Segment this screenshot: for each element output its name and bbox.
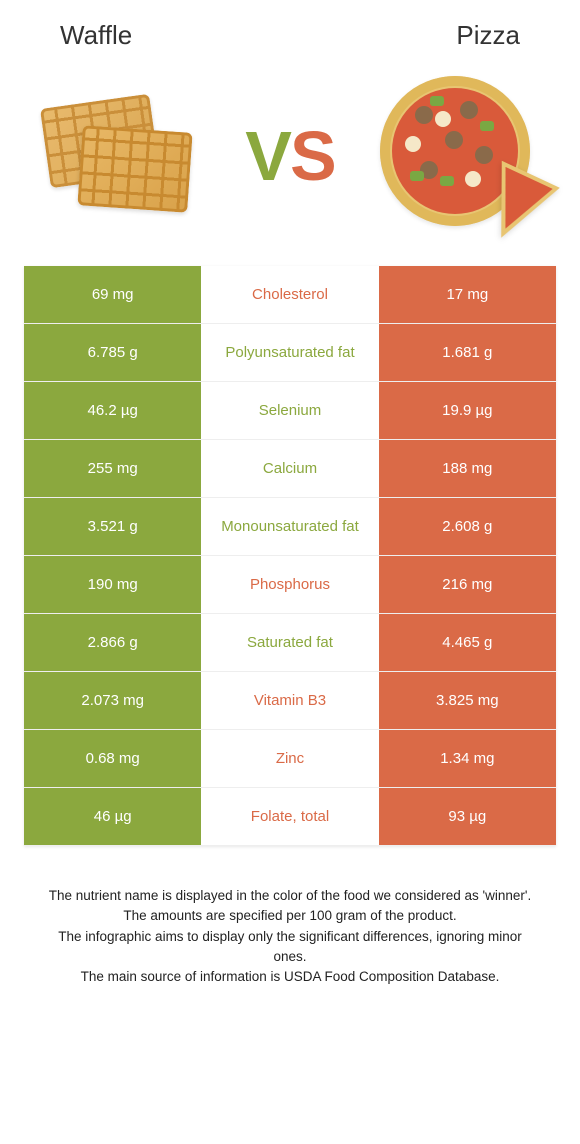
nutrient-label: Saturated fat xyxy=(201,614,378,672)
nutrient-label: Monounsaturated fat xyxy=(201,498,378,556)
pizza-image xyxy=(370,76,550,236)
hero-row: VS xyxy=(20,76,560,266)
nutrient-label: Cholesterol xyxy=(201,266,378,324)
table-row: 46.2 µgSelenium19.9 µg xyxy=(24,382,556,440)
nutrient-label: Vitamin B3 xyxy=(201,672,378,730)
table-row: 2.073 mgVitamin B33.825 mg xyxy=(24,672,556,730)
value-right: 93 µg xyxy=(379,788,556,846)
value-right: 1.681 g xyxy=(379,324,556,382)
nutrient-label: Calcium xyxy=(201,440,378,498)
nutrient-label: Selenium xyxy=(201,382,378,440)
waffle-image xyxy=(30,76,210,236)
footer-line: The infographic aims to display only the… xyxy=(40,927,540,968)
footer-line: The amounts are specified per 100 gram o… xyxy=(40,906,540,926)
footer-notes: The nutrient name is displayed in the co… xyxy=(20,846,560,987)
table-row: 46 µgFolate, total93 µg xyxy=(24,788,556,846)
table-row: 0.68 mgZinc1.34 mg xyxy=(24,730,556,788)
footer-line: The main source of information is USDA F… xyxy=(40,967,540,987)
value-right: 19.9 µg xyxy=(379,382,556,440)
value-right: 17 mg xyxy=(379,266,556,324)
value-left: 2.866 g xyxy=(24,614,201,672)
title-right: Pizza xyxy=(456,20,520,51)
table-row: 3.521 gMonounsaturated fat2.608 g xyxy=(24,498,556,556)
value-left: 3.521 g xyxy=(24,498,201,556)
value-left: 46.2 µg xyxy=(24,382,201,440)
value-right: 2.608 g xyxy=(379,498,556,556)
value-right: 188 mg xyxy=(379,440,556,498)
value-left: 69 mg xyxy=(24,266,201,324)
vs-v: V xyxy=(245,117,290,195)
value-right: 4.465 g xyxy=(379,614,556,672)
nutrient-label: Phosphorus xyxy=(201,556,378,614)
vs-label: VS xyxy=(245,116,334,196)
table-row: 6.785 gPolyunsaturated fat1.681 g xyxy=(24,324,556,382)
nutrient-label: Polyunsaturated fat xyxy=(201,324,378,382)
nutrient-label: Folate, total xyxy=(201,788,378,846)
value-left: 0.68 mg xyxy=(24,730,201,788)
nutrient-label: Zinc xyxy=(201,730,378,788)
comparison-table: 69 mgCholesterol17 mg6.785 gPolyunsatura… xyxy=(24,266,556,846)
title-left: Waffle xyxy=(60,20,132,51)
footer-line: The nutrient name is displayed in the co… xyxy=(40,886,540,906)
value-right: 3.825 mg xyxy=(379,672,556,730)
value-right: 216 mg xyxy=(379,556,556,614)
value-left: 6.785 g xyxy=(24,324,201,382)
value-left: 46 µg xyxy=(24,788,201,846)
value-left: 2.073 mg xyxy=(24,672,201,730)
value-left: 255 mg xyxy=(24,440,201,498)
table-row: 255 mgCalcium188 mg xyxy=(24,440,556,498)
table-row: 69 mgCholesterol17 mg xyxy=(24,266,556,324)
table-row: 190 mgPhosphorus216 mg xyxy=(24,556,556,614)
value-left: 190 mg xyxy=(24,556,201,614)
vs-s: S xyxy=(290,117,335,195)
table-row: 2.866 gSaturated fat4.465 g xyxy=(24,614,556,672)
value-right: 1.34 mg xyxy=(379,730,556,788)
